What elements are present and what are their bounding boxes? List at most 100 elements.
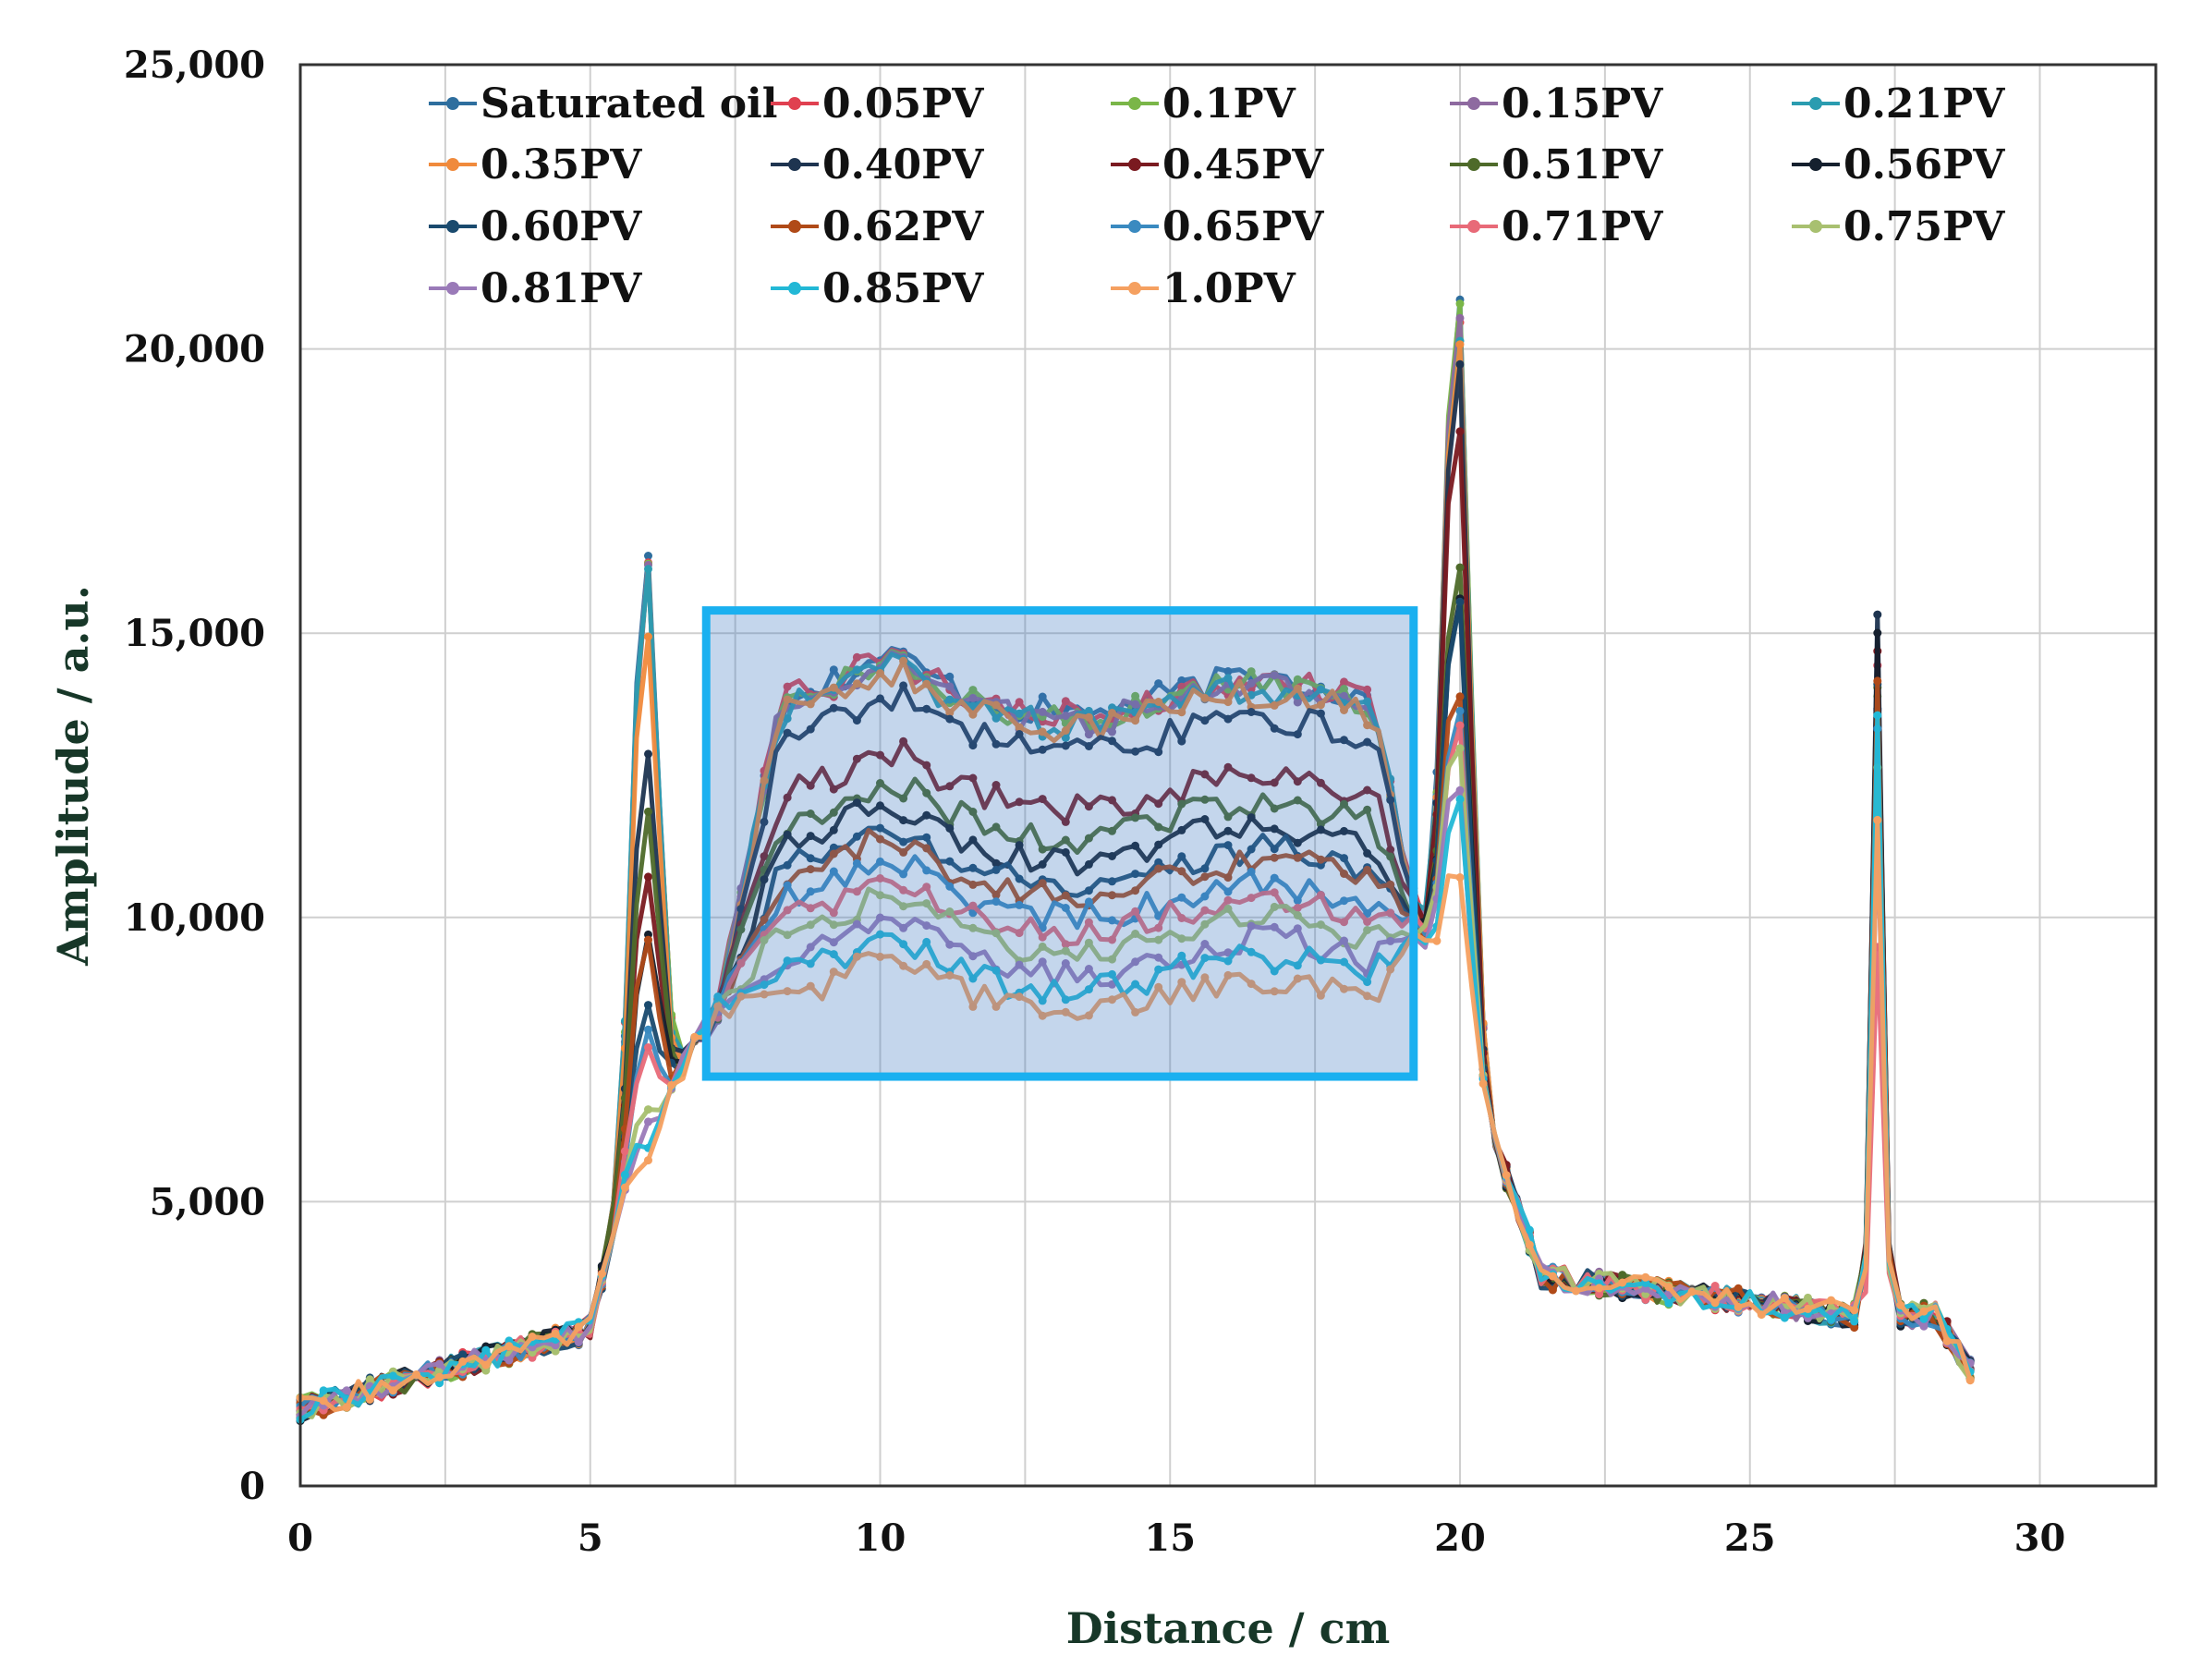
data-point — [1200, 892, 1210, 901]
data-point — [365, 1395, 374, 1404]
data-point — [1316, 778, 1325, 787]
y-tick-label: 5,000 — [150, 1180, 265, 1223]
legend-label: 0.45PV — [1162, 141, 1324, 189]
legend-swatch-marker — [1809, 220, 1822, 233]
data-point — [1223, 841, 1233, 850]
data-point — [783, 931, 792, 940]
data-point — [1223, 887, 1233, 896]
data-point — [1340, 826, 1348, 835]
data-point — [1038, 942, 1047, 951]
data-point — [1340, 691, 1348, 700]
data-point — [760, 990, 769, 999]
data-point — [1038, 745, 1047, 754]
data-point — [1270, 922, 1279, 931]
data-point — [922, 761, 931, 770]
data-point — [876, 952, 884, 961]
data-point — [829, 968, 838, 977]
data-point — [1108, 995, 1116, 1004]
data-point — [1108, 916, 1116, 925]
data-point — [783, 830, 792, 839]
data-point — [1270, 873, 1279, 883]
data-point — [783, 956, 792, 966]
data-point — [1455, 795, 1465, 804]
data-point — [342, 1403, 351, 1412]
legend-swatch-marker — [1128, 158, 1141, 171]
x-tick-label: 15 — [1144, 1516, 1196, 1560]
data-point — [1455, 597, 1465, 606]
data-point — [945, 940, 955, 949]
data-point — [1200, 770, 1210, 779]
data-point — [1340, 677, 1348, 687]
data-point — [1247, 813, 1256, 822]
data-point — [551, 1329, 560, 1338]
data-point — [1200, 973, 1210, 982]
data-point — [644, 565, 652, 574]
data-point — [899, 737, 908, 746]
legend-label: 0.21PV — [1843, 80, 2005, 128]
data-point — [1200, 919, 1210, 929]
data-point — [945, 857, 955, 866]
data-point — [1270, 888, 1279, 897]
data-point — [922, 704, 931, 713]
data-point — [1131, 957, 1140, 967]
data-point — [1200, 716, 1210, 725]
data-point — [1687, 1287, 1697, 1297]
data-point — [876, 823, 884, 833]
data-point — [505, 1356, 514, 1365]
data-point — [481, 1345, 491, 1355]
data-point — [1340, 736, 1348, 745]
data-point — [876, 801, 884, 810]
data-point — [1827, 1303, 1836, 1312]
data-point — [945, 672, 955, 681]
data-point — [1154, 935, 1163, 944]
data-point — [1618, 1278, 1627, 1287]
data-point — [1363, 918, 1372, 926]
data-point — [1270, 967, 1279, 976]
data-point — [644, 632, 652, 641]
data-point — [1293, 961, 1302, 970]
data-point — [783, 728, 792, 737]
data-point — [1293, 911, 1302, 919]
data-point — [1340, 984, 1348, 993]
data-point — [1108, 955, 1116, 964]
data-point — [1432, 936, 1442, 945]
data-point — [968, 741, 978, 750]
legend-item: 0.60PV — [429, 203, 642, 250]
legend-swatch-marker — [446, 97, 459, 110]
data-point — [1131, 841, 1140, 850]
legend-label: 0.51PV — [1502, 141, 1663, 189]
data-point — [899, 681, 908, 690]
y-tick-label: 10,000 — [124, 896, 265, 940]
data-point — [1804, 1293, 1812, 1302]
data-point — [1200, 954, 1210, 963]
data-point — [1873, 711, 1882, 720]
data-point — [644, 1105, 652, 1114]
y-tick-label: 20,000 — [124, 328, 265, 371]
data-point — [806, 810, 815, 818]
data-point — [876, 694, 884, 703]
legend-label: 0.65PV — [1162, 203, 1324, 250]
data-point — [1363, 685, 1372, 694]
data-point — [829, 920, 838, 930]
data-point — [1200, 795, 1210, 804]
legend-swatch-marker — [788, 158, 801, 171]
data-point — [1247, 845, 1256, 854]
data-point — [1108, 709, 1116, 717]
data-point — [899, 885, 908, 895]
data-point — [1386, 852, 1395, 861]
data-point — [1293, 684, 1302, 693]
data-point — [736, 925, 746, 934]
data-point — [1247, 678, 1256, 688]
data-point — [876, 874, 884, 883]
data-point — [1177, 914, 1186, 922]
data-point — [1455, 744, 1465, 753]
data-point — [1061, 726, 1070, 735]
data-point — [760, 980, 769, 990]
data-point — [1247, 894, 1256, 903]
data-point — [1827, 1315, 1836, 1324]
data-point — [481, 1360, 491, 1370]
data-point — [1038, 795, 1047, 804]
legend: Saturated oil 0.05PV 0.1PV 0.15PV 0.21PV 0.35… — [429, 80, 2005, 312]
data-point — [1223, 667, 1233, 676]
